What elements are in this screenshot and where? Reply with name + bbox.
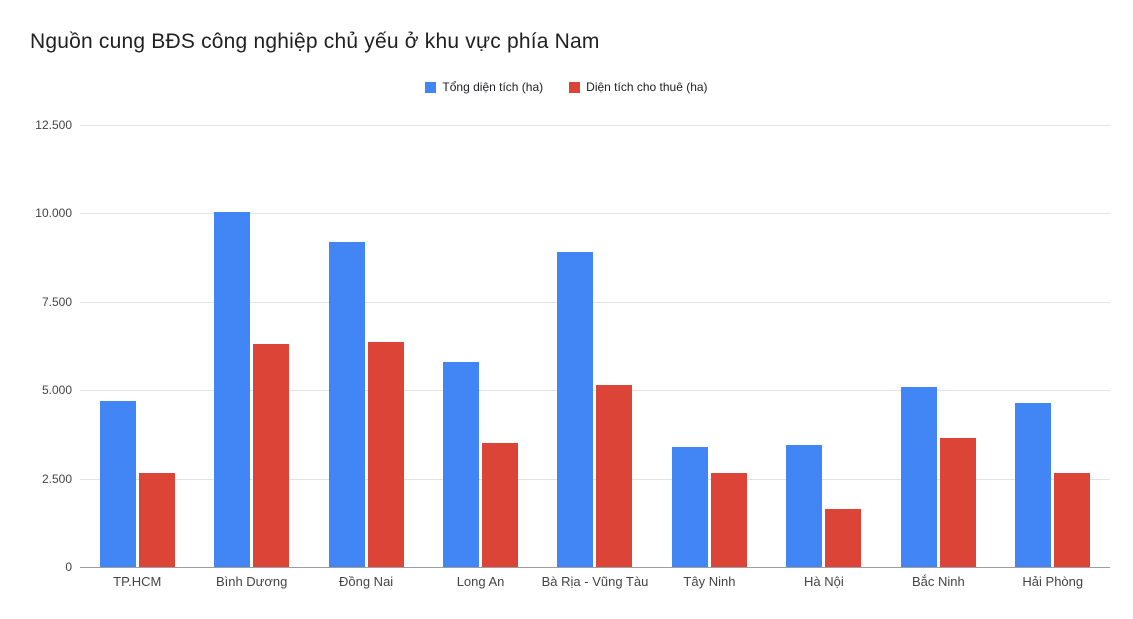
axis-baseline (80, 567, 1110, 568)
bar (786, 445, 823, 567)
bar (1015, 402, 1052, 567)
bar (367, 342, 404, 567)
bar (328, 241, 365, 567)
bar-group (194, 125, 308, 567)
x-axis-category-label: Long An (456, 574, 505, 589)
bar (939, 437, 976, 567)
legend-label: Diện tích cho thuê (ha) (586, 80, 708, 94)
legend-item-total-area: Tổng diện tích (ha) (425, 80, 543, 94)
gridline (80, 213, 1110, 215)
bar (138, 473, 175, 567)
bar-group (652, 125, 766, 567)
gridline (80, 390, 1110, 392)
legend-swatch-red (569, 81, 581, 93)
bar (443, 361, 480, 567)
chart-plot (80, 125, 1110, 568)
gridline (80, 125, 1110, 126)
x-axis-category-label: Hải Phòng (1022, 574, 1084, 589)
y-axis: 0 2.500 5.000 7.500 10.000 12.500 (0, 118, 72, 574)
bar (557, 252, 594, 567)
x-axis-category-label: Đồng Nai (338, 574, 394, 589)
y-axis-tick-label: 10.000 (35, 206, 72, 221)
chart-title: Nguồn cung BĐS công nghiệp chủ yếu ở khu… (30, 30, 600, 53)
bar-group (309, 125, 423, 567)
y-axis-tick-label: 12.500 (35, 118, 72, 132)
bar (671, 446, 708, 567)
bar (482, 443, 519, 567)
legend-item-leasable-area: Diện tích cho thuê (ha) (569, 80, 708, 94)
y-axis-tick-label: 5.000 (41, 383, 72, 398)
y-axis-tick-label: 7.500 (41, 294, 72, 309)
gridline (80, 478, 1110, 480)
x-axis-category-label: TP.HCM (113, 574, 162, 589)
bar-group (538, 125, 652, 567)
chart-legend: Tổng diện tích (ha) Diện tích cho thuê (… (0, 80, 1133, 94)
bar (825, 508, 862, 567)
bar (1054, 473, 1091, 567)
gridline (80, 301, 1110, 303)
bar (214, 211, 251, 567)
bar-group (996, 125, 1110, 567)
bar-group (80, 125, 194, 567)
legend-swatch-blue (425, 81, 437, 93)
x-axis-category-label: Tây Ninh (683, 574, 736, 589)
bar (99, 400, 136, 567)
x-axis-category-label: Bắc Ninh (911, 574, 965, 589)
x-axis-category-label: Bà Rịa - Vũng Tàu (541, 574, 649, 589)
bar (900, 386, 937, 567)
bar-group (423, 125, 537, 567)
bar-group (881, 125, 995, 567)
bar (596, 384, 633, 567)
bar-group (767, 125, 881, 567)
x-axis-category-label: Bình Dương (215, 574, 288, 589)
y-axis-tick-label: 0 (65, 560, 72, 574)
legend-label: Tổng diện tích (ha) (442, 80, 544, 94)
bar (710, 473, 747, 567)
x-axis-category-label: Hà Nội (804, 574, 844, 589)
x-axis: TP.HCM Bình Dương Đồng Nai Long An Bà Rịa - … (80, 574, 1110, 594)
y-axis-tick-label: 2.500 (41, 471, 72, 486)
bar (253, 344, 290, 567)
